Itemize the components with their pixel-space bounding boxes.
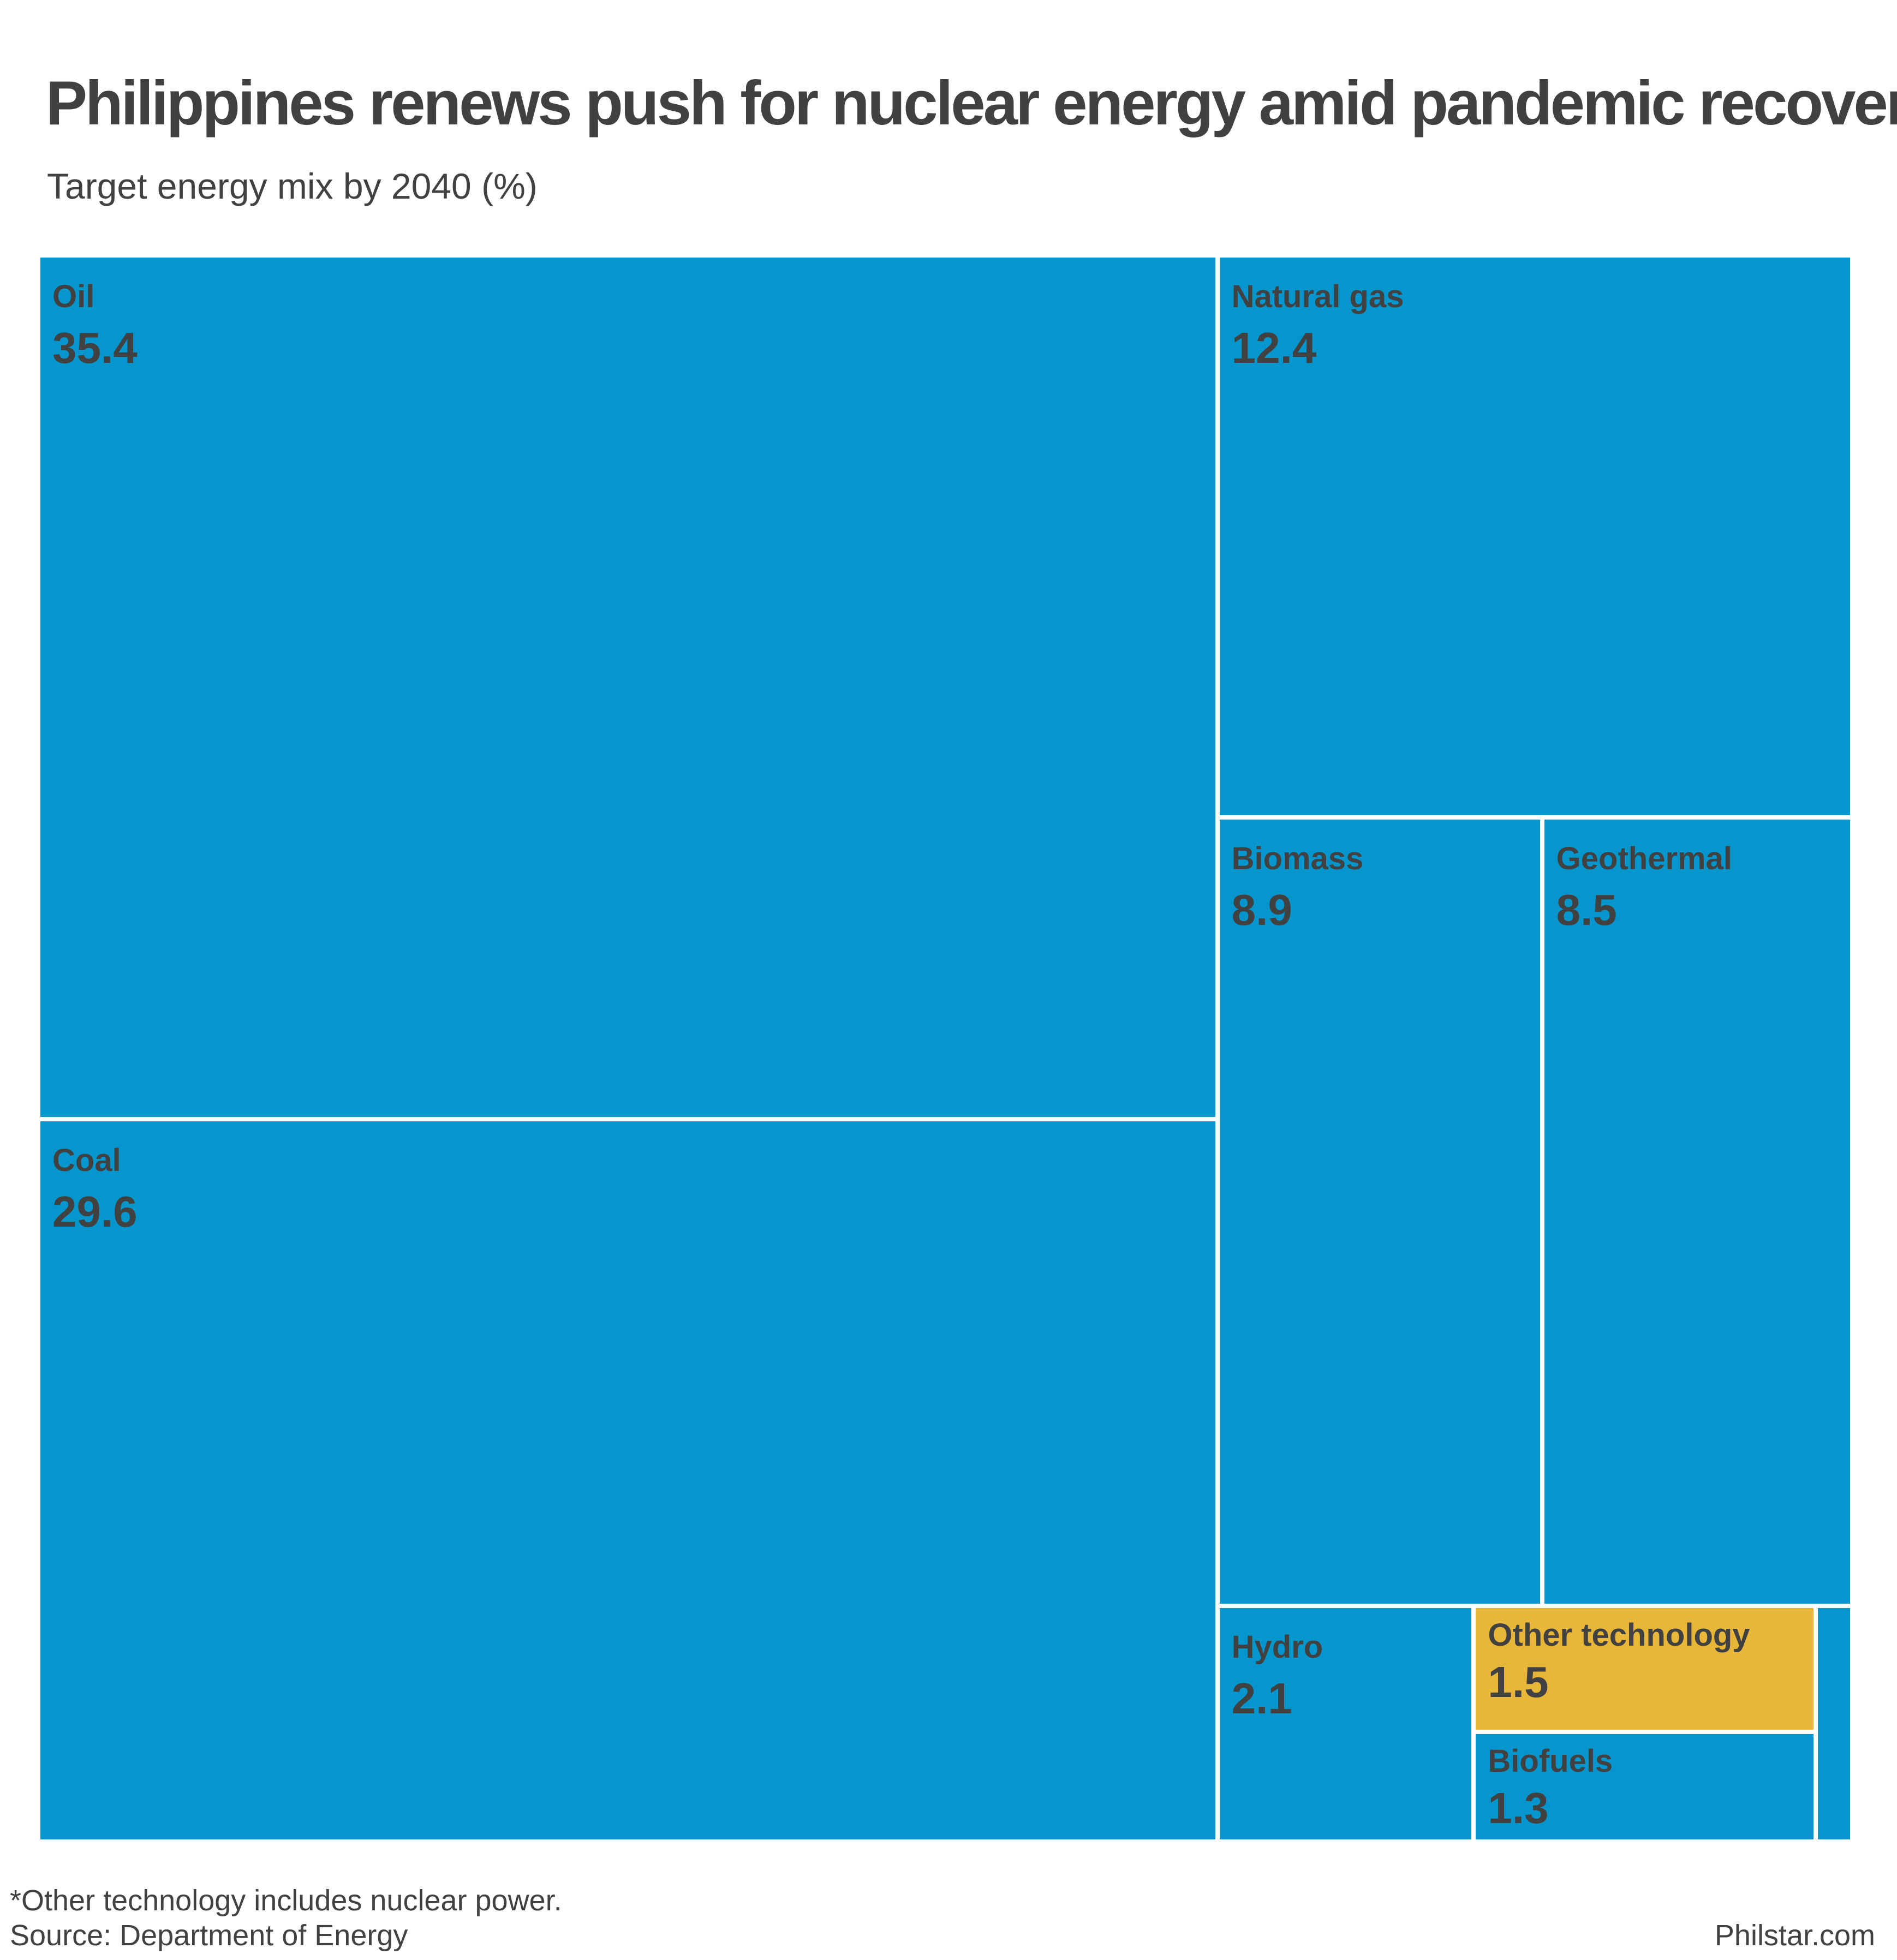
cell-value: 1.3 bbox=[1488, 1784, 1549, 1833]
cell-label: Other technology bbox=[1488, 1617, 1750, 1653]
cell-value: 1.5 bbox=[1488, 1658, 1549, 1707]
treemap-cell-biofuels: Biofuels 1.3 bbox=[1474, 1732, 1816, 1842]
treemap-cell-other-technology: Other technology 1.5 bbox=[1474, 1606, 1816, 1732]
cell-value: 2.1 bbox=[1231, 1674, 1292, 1723]
treemap-cell-geothermal: Geothermal 8.5 bbox=[1542, 817, 1852, 1606]
cell-label: Biomass bbox=[1231, 840, 1364, 876]
chart-title: Philippines renews push for nuclear ener… bbox=[46, 69, 1897, 138]
cell-label: Geothermal bbox=[1556, 840, 1732, 876]
cell-label: Natural gas bbox=[1231, 279, 1404, 314]
treemap-cell-unlabeled bbox=[1815, 1606, 1852, 1842]
treemap: Oil 35.4 Coal 29.6 Natural gas 12.4 Biomass 8.9… bbox=[38, 255, 1852, 1842]
treemap-cell-natural-gas: Natural gas 12.4 bbox=[1217, 255, 1852, 817]
cell-value: 8.5 bbox=[1556, 885, 1617, 934]
cell-label: Oil bbox=[52, 279, 95, 314]
cell-label: Coal bbox=[52, 1143, 121, 1179]
treemap-cell-oil: Oil 35.4 bbox=[38, 255, 1218, 1120]
treemap-cell-coal: Coal 29.6 bbox=[38, 1119, 1218, 1842]
source-note: Source: Department of Energy bbox=[10, 1919, 408, 1952]
cell-label: Hydro bbox=[1231, 1629, 1323, 1665]
treemap-cell-biomass: Biomass 8.9 bbox=[1217, 817, 1542, 1606]
cell-value: 29.6 bbox=[52, 1187, 138, 1236]
chart-subtitle: Target energy mix by 2040 (%) bbox=[47, 166, 538, 206]
publisher-credit: Philstar.com bbox=[1714, 1919, 1875, 1952]
cell-value: 8.9 bbox=[1231, 885, 1292, 934]
footnote: *Other technology includes nuclear power… bbox=[10, 1884, 562, 1917]
cell-value: 12.4 bbox=[1231, 324, 1317, 372]
treemap-cell-hydro: Hydro 2.1 bbox=[1217, 1606, 1474, 1842]
cell-value: 35.4 bbox=[52, 324, 138, 372]
cell-label: Biofuels bbox=[1488, 1743, 1613, 1779]
